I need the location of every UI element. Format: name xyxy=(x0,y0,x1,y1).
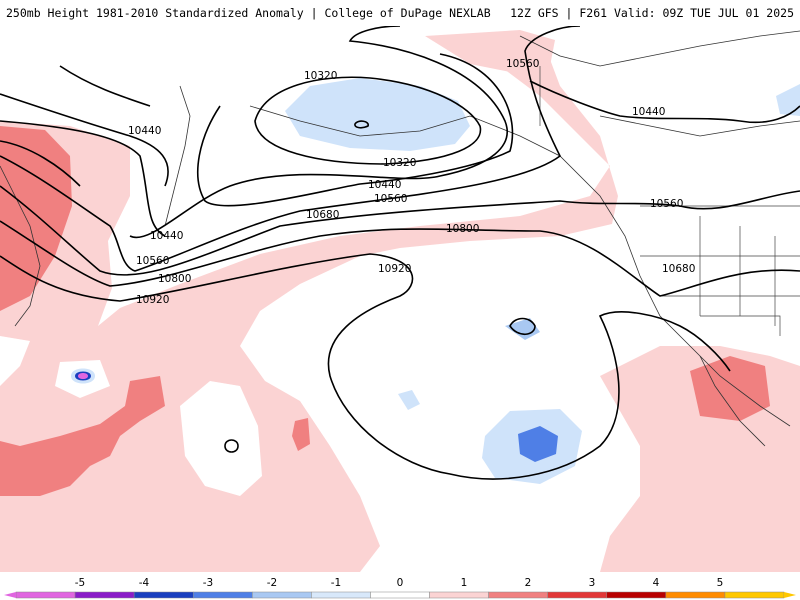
contour-label: 10800 xyxy=(446,223,479,235)
political-borders xyxy=(539,66,800,336)
contour-label: 10560 xyxy=(650,198,683,210)
colorbar: -5 -4 -3 -2 -1 0 1 2 3 4 5 xyxy=(0,572,800,600)
contour-label: 10800 xyxy=(158,273,191,285)
colorbar-tick-label: -2 xyxy=(267,577,277,589)
colorbar-tick-label: 5 xyxy=(717,577,724,589)
colorbar-tick-label: -3 xyxy=(203,577,213,589)
colorbar-cell xyxy=(488,591,548,599)
colorbar-tick-label: -5 xyxy=(75,577,85,589)
contour-label: 10920 xyxy=(378,263,411,275)
contour-label: 10680 xyxy=(306,209,339,221)
height-contours xyxy=(0,26,800,480)
colorbar-cell xyxy=(133,591,194,599)
colorbar-cell xyxy=(370,591,430,599)
colorbar-cell xyxy=(252,591,312,599)
contour-label: 10560 xyxy=(136,255,169,267)
model-valid-time: 12Z GFS | F261 Valid: 09Z TUE JUL 01 202… xyxy=(510,6,794,20)
colorbar-tick-label: -1 xyxy=(331,577,341,589)
contour-labels: 10320 10320 10440 10440 10440 10440 1056… xyxy=(128,58,695,306)
contour-label: 10320 xyxy=(383,157,416,169)
contour-label: 10560 xyxy=(374,193,407,205)
colorbar-tick-label: 4 xyxy=(653,577,660,589)
colorbar-tick-label: 0 xyxy=(397,577,404,589)
contour-label: 10440 xyxy=(632,106,665,118)
colorbar-cell xyxy=(547,591,608,599)
contour-label: 10440 xyxy=(150,230,183,242)
colorbar-tick-label: 1 xyxy=(461,577,468,589)
colorbar-tick-labels: -5 -4 -3 -2 -1 0 1 2 3 4 5 xyxy=(75,577,724,589)
colorbar-cell xyxy=(15,591,76,599)
contour-label: 10320 xyxy=(304,70,337,82)
colorbar-tick-label: 3 xyxy=(589,577,596,589)
colorbar-cell xyxy=(606,591,667,599)
map-title: 250mb Height 1981-2010 Standardized Anom… xyxy=(6,6,491,20)
colorbar-graphic: -5 -4 -3 -2 -1 0 1 2 3 4 5 xyxy=(4,577,796,599)
map-header: 250mb Height 1981-2010 Standardized Anom… xyxy=(0,0,800,26)
colorbar-min-arrow xyxy=(4,592,16,598)
contour-label: 10920 xyxy=(136,294,169,306)
colorbar-cell xyxy=(74,591,135,599)
negative-anomaly-regions xyxy=(71,78,800,484)
colorbar-cell xyxy=(192,591,253,599)
contour-label: 10440 xyxy=(128,125,161,137)
contour-label: 10440 xyxy=(368,179,401,191)
colorbar-cell xyxy=(665,591,726,599)
colorbar-max-arrow xyxy=(784,592,796,598)
contour-label: 10680 xyxy=(662,263,695,275)
colorbar-tick-label: 2 xyxy=(525,577,532,589)
coastlines xyxy=(0,30,800,447)
anomaly-map: 10320 10320 10440 10440 10440 10440 1056… xyxy=(0,26,800,572)
colorbar-cell xyxy=(724,591,785,599)
colorbar-cell xyxy=(429,591,489,599)
colorbar-cell xyxy=(311,591,371,599)
colorbar-tick-label: -4 xyxy=(139,577,150,589)
contour-label: 10560 xyxy=(506,58,539,70)
strong-positive-anomaly-regions xyxy=(0,126,770,496)
colorbar-cells xyxy=(4,591,796,599)
